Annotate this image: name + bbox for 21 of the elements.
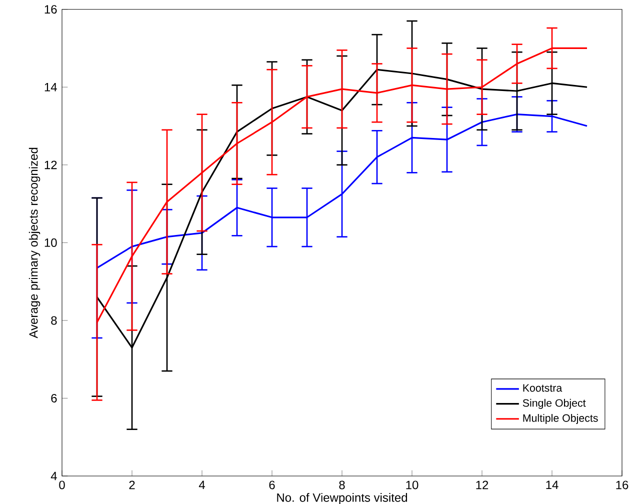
x-tick-label: 4	[198, 480, 205, 489]
y-tick-label: 14	[44, 82, 57, 92]
y-tick-label: 8	[51, 316, 57, 325]
x-tick-label: 0	[59, 480, 65, 490]
y-tick-label: 12	[44, 160, 57, 170]
legend-label: Kootstra	[523, 384, 562, 392]
x-tick-label: 14	[546, 480, 558, 489]
legend-label: Single Object	[522, 398, 586, 409]
x-tick-label: 6	[269, 480, 275, 490]
x-tick-label: 8	[339, 480, 345, 490]
x-axis-title: No. of Viewpoints visited	[277, 493, 408, 504]
x-tick-label: 12	[476, 480, 488, 490]
y-tick-label: 6	[51, 394, 57, 402]
y-tick-label: 16	[44, 5, 57, 14]
x-tick-label: 2	[129, 480, 135, 490]
y-tick-label: 10	[44, 238, 57, 247]
y-tick-label: 4	[50, 472, 57, 480]
y-axis-title: Average primary objects recognized	[28, 148, 40, 338]
x-tick-label: 10	[406, 480, 418, 490]
x-tick-label: 16	[616, 480, 628, 490]
legend-label: Multiple Objects	[523, 414, 598, 424]
